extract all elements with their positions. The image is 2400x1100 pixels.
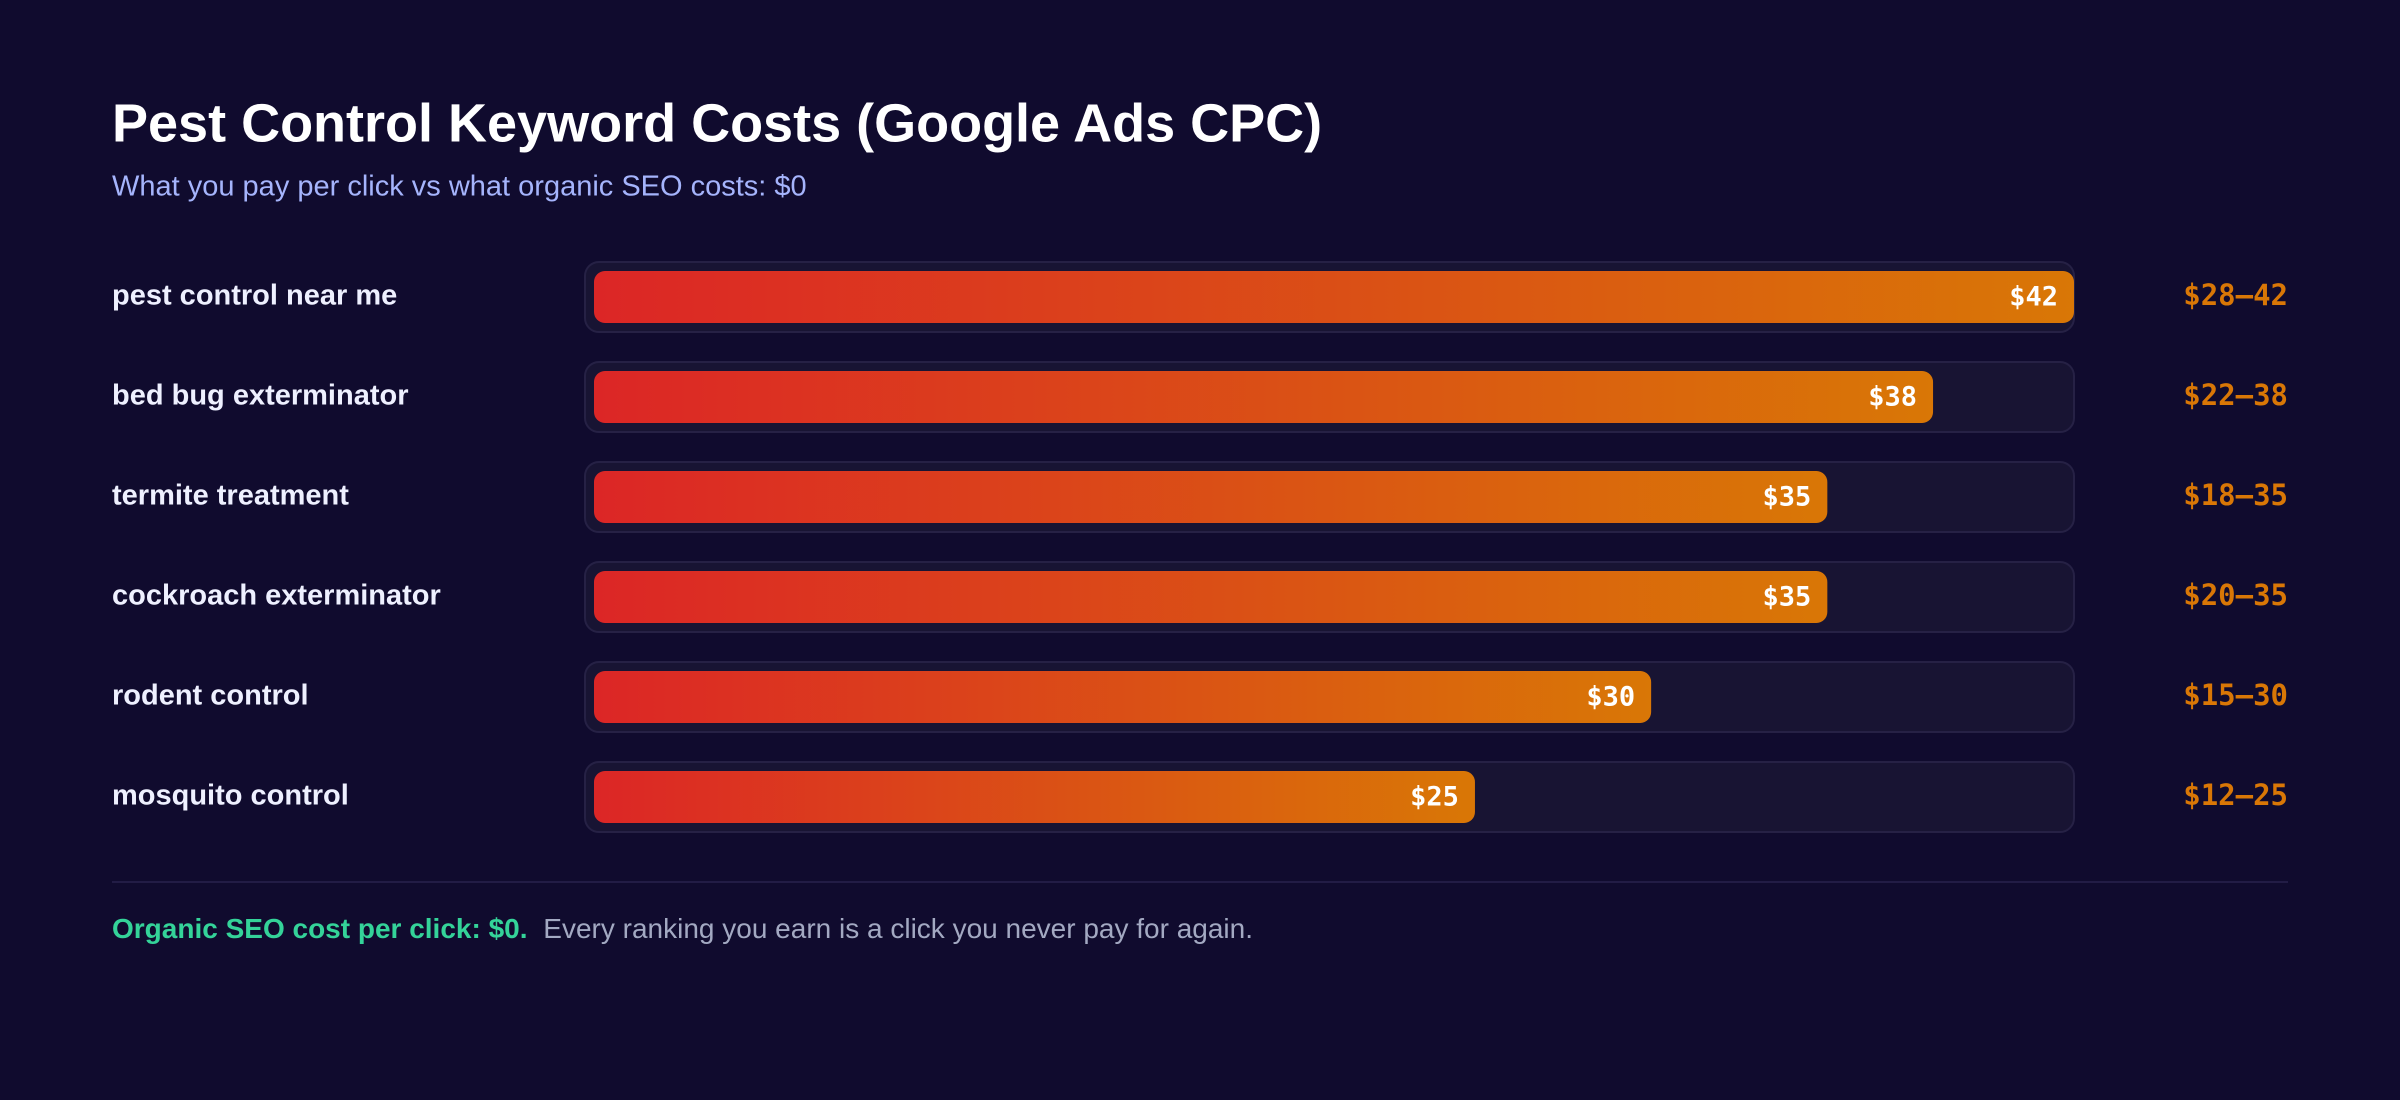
value-label: $35: [1763, 582, 1812, 613]
range-label: $28–42: [2183, 278, 2288, 312]
range-label: $12–25: [2183, 778, 2288, 812]
category-label: bed bug exterminator: [112, 380, 409, 412]
range-label: $22–38: [2183, 378, 2288, 412]
footnote: Organic SEO cost per click: $0. Every ra…: [112, 913, 1253, 944]
value-label: $42: [2009, 282, 2058, 313]
category-label: termite treatment: [112, 480, 349, 512]
range-label: $20–35: [2183, 578, 2288, 612]
bar: [594, 371, 1934, 423]
bar: [594, 471, 1828, 523]
value-label: $30: [1586, 682, 1635, 713]
range-label: $15–30: [2183, 678, 2288, 712]
value-label: $35: [1763, 482, 1812, 513]
footnote-text: Every ranking you earn is a click you ne…: [543, 913, 1253, 944]
value-label: $38: [1868, 382, 1917, 413]
footnote-highlight: Organic SEO cost per click: $0.: [112, 913, 528, 944]
category-label: cockroach exterminator: [112, 580, 441, 612]
category-label: mosquito control: [112, 780, 349, 812]
bar: [594, 571, 1828, 623]
category-label: pest control near me: [112, 280, 397, 312]
bar: [594, 771, 1475, 823]
category-label: rodent control: [112, 680, 309, 712]
value-label: $25: [1410, 782, 1459, 813]
chart-title: Pest Control Keyword Costs (Google Ads C…: [112, 93, 1322, 153]
bar: [594, 271, 2074, 323]
bar: [594, 671, 1652, 723]
chart-subtitle: What you pay per click vs what organic S…: [112, 171, 807, 203]
range-label: $18–35: [2183, 478, 2288, 512]
